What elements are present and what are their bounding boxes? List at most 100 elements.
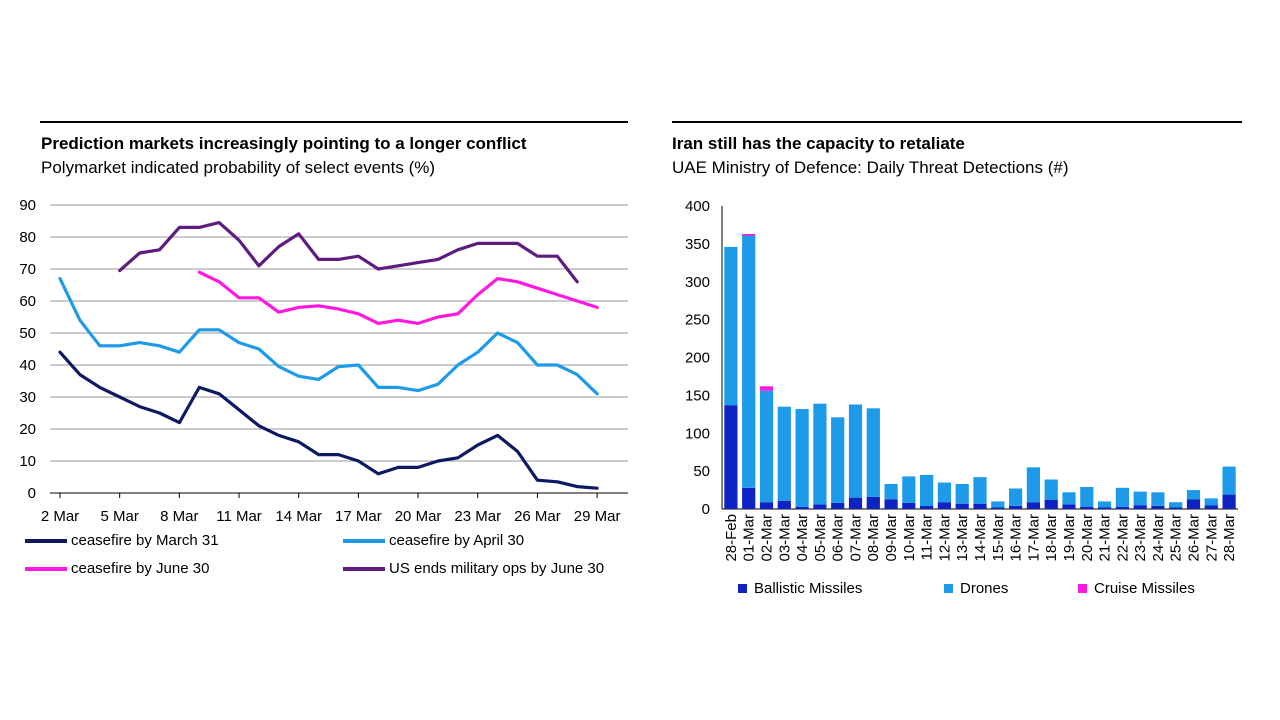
bar-x-tick-07-mar: 07-Mar [847, 514, 864, 562]
bar-ballistic-missiles-07-mar [848, 497, 863, 509]
bar-x-tick-14-mar: 14-Mar [972, 514, 989, 562]
bar-x-tick-01-mar: 01-Mar [741, 514, 758, 562]
line-x-tick-29-mar: 29 Mar [574, 508, 621, 525]
bar-drones-06-mar [831, 417, 845, 503]
bar-ballistic-missiles-19-mar [1062, 504, 1076, 509]
bar-x-tick-24-mar: 24-Mar [1150, 514, 1167, 562]
legend-label-ceasefire-march-31: ceasefire by March 31 [71, 532, 219, 549]
bar-x-tick-20-mar: 20-Mar [1079, 514, 1096, 562]
bar-x-tick-21-mar: 21-Mar [1097, 514, 1114, 562]
line-y-tick-50: 50 [19, 325, 36, 342]
bar-ballistic-missiles-04-mar [795, 506, 809, 509]
bar-ballistic-missiles-16-mar [1009, 506, 1023, 509]
bar-y-tick-250: 250 [685, 312, 710, 329]
bar-ballistic-missiles-28-feb [724, 405, 738, 509]
bar-drones-15-mar [991, 501, 1005, 508]
line-y-tick-20: 20 [19, 421, 36, 438]
bar-x-tick-13-mar: 13-Mar [954, 514, 971, 562]
bar-drones-03-mar [777, 406, 791, 501]
bar-x-tick-12-mar: 12-Mar [936, 514, 953, 562]
bar-x-tick-04-mar: 04-Mar [794, 514, 811, 562]
legend-item-ceasefire-june-30: ceasefire by June 30 [25, 560, 209, 577]
line-x-tick-17-mar: 17 Mar [335, 508, 382, 525]
bar-ballistic-missiles-12-mar [937, 502, 951, 509]
bar-ballistic-missiles-06-mar [831, 502, 845, 509]
bar-x-tick-06-mar: 06-Mar [830, 514, 847, 562]
legend-item-ceasefire-march-31: ceasefire by March 31 [25, 532, 219, 549]
bar-cruise-missiles-02-mar [759, 386, 774, 391]
line-x-tick-5-mar: 5 Mar [101, 508, 139, 525]
bar-x-tick-09-mar: 09-Mar [883, 514, 900, 562]
bar-x-tick-26-mar: 26-Mar [1186, 514, 1203, 562]
legend-label-ballistic-missiles: Ballistic Missiles [754, 580, 863, 597]
bar-ballistic-missiles-13-mar [955, 503, 969, 509]
bar-chart-subtitle: UAE Ministry of Defence: Daily Threat De… [672, 158, 1069, 177]
line-series-ceasefire-by-april-30 [58, 277, 599, 396]
bar-y-tick-200: 200 [685, 350, 710, 367]
bar-drones-14-mar [973, 477, 987, 504]
legend-label-cruise-missiles: Cruise Missiles [1094, 580, 1195, 597]
bar-y-tick-100: 100 [685, 425, 710, 442]
line-y-tick-60: 60 [19, 293, 36, 310]
bar-ballistic-missiles-18-mar [1044, 499, 1058, 509]
bar-drones-12-mar [937, 482, 951, 503]
legend-label-drones: Drones [960, 580, 1009, 597]
bar-ballistic-missiles-17-mar [1026, 502, 1040, 509]
bar-x-tick-15-mar: 15-Mar [990, 514, 1007, 562]
bar-ballistic-missiles-22-mar [1115, 506, 1129, 509]
legend-swatch-us-ends-ops [343, 566, 385, 571]
bar-drones-20-mar [1080, 487, 1094, 507]
bar-ballistic-missiles-05-mar [813, 504, 827, 509]
legend-label-ceasefire-april-30: ceasefire by April 30 [389, 532, 525, 549]
bar-drones-08-mar [866, 408, 880, 497]
bar-drones-01-mar [742, 235, 756, 488]
bar-ballistic-missiles-25-mar [1169, 507, 1183, 509]
bar-y-tick-150: 150 [685, 387, 710, 404]
line-y-tick-40: 40 [19, 357, 36, 374]
bar-ballistic-missiles-14-mar [973, 503, 987, 509]
legend-label-us-ends-ops: US ends military ops by June 30 [389, 560, 605, 577]
line-x-tick-8-mar: 8 Mar [160, 508, 198, 525]
legend-item-cruise-missiles: Cruise Missiles [1078, 580, 1195, 597]
legend-label-ceasefire-june-30: ceasefire by June 30 [71, 560, 210, 577]
bar-ballistic-missiles-11-mar [920, 506, 934, 509]
bar-ballistic-missiles-09-mar [884, 499, 898, 509]
bar-drones-13-mar [955, 484, 969, 504]
bar-x-tick-11-mar: 11-Mar [919, 514, 936, 560]
bar-x-tick-18-mar: 18-Mar [1043, 514, 1060, 562]
line-x-tick-20-mar: 20 Mar [395, 508, 442, 525]
bar-x-tick-19-mar: 19-Mar [1061, 514, 1078, 562]
line-y-tick-80: 80 [19, 229, 36, 246]
bar-y-tick-0: 0 [702, 501, 710, 518]
legend-item-ballistic-missiles: Ballistic Missiles [738, 580, 862, 597]
bar-drones-25-mar [1169, 502, 1183, 508]
bar-ballistic-missiles-27-mar [1204, 505, 1218, 509]
bar-drones-02-mar [759, 390, 774, 503]
bar-ballistic-missiles-23-mar [1133, 505, 1147, 509]
bar-ballistic-missiles-08-mar [866, 496, 880, 509]
bar-drones-17-mar [1026, 467, 1040, 503]
line-y-tick-30: 30 [19, 389, 36, 406]
line-x-tick-23-mar: 23 Mar [454, 508, 501, 525]
bar-drones-05-mar [813, 403, 827, 505]
legend-swatch-ceasefire-march-31 [25, 538, 67, 543]
bar-drones-26-mar [1186, 490, 1201, 500]
bar-drones-27-mar [1204, 498, 1218, 506]
line-chart-top-rule [40, 121, 628, 123]
bar-drones-10-mar [902, 476, 916, 503]
bar-ballistic-missiles-20-mar [1080, 506, 1094, 509]
bar-x-tick-10-mar: 10-Mar [901, 514, 918, 562]
line-x-tick-2-mar: 2 Mar [41, 508, 79, 525]
line-y-tick-10: 10 [19, 453, 36, 470]
legend-swatch-ceasefire-april-30 [343, 538, 385, 543]
line-x-tick-11-mar: 11 Mar [216, 508, 262, 525]
bar-y-tick-300: 300 [685, 274, 710, 291]
bar-ballistic-missiles-01-mar [742, 487, 756, 509]
line-y-tick-0: 0 [28, 485, 36, 502]
bar-x-tick-03-mar: 03-Mar [776, 514, 793, 562]
bar-x-tick-17-mar: 17-Mar [1025, 514, 1042, 562]
bar-drones-28-mar [1222, 466, 1236, 495]
bar-x-tick-22-mar: 22-Mar [1114, 514, 1131, 562]
